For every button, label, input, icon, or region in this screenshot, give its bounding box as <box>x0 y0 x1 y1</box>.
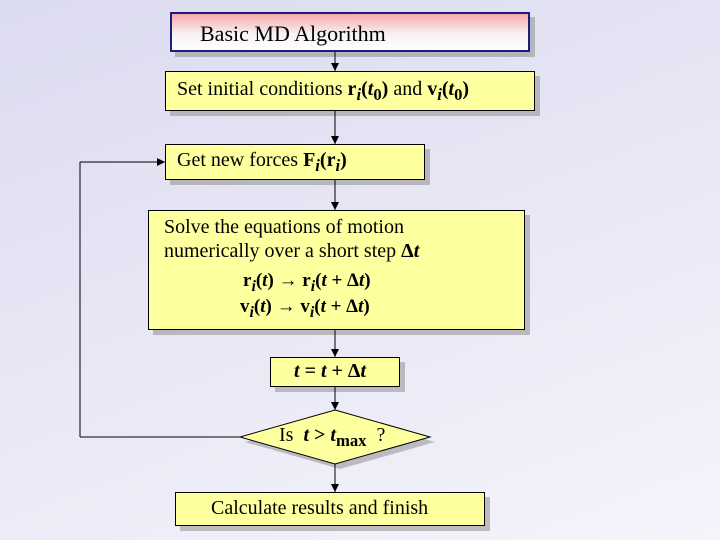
init-content: Set initial conditions ri(t0) and vi(t0) <box>177 78 469 105</box>
forces-content: Get new forces Fi(ri) <box>177 149 347 176</box>
forces-text: Get new forces <box>177 149 298 171</box>
title-text: Basic MD Algorithm <box>200 21 386 47</box>
init-formula-v: vi(t0) <box>427 78 469 100</box>
solve-eq-v: vi(t) → vi(t + Δt) <box>240 296 370 322</box>
decision-q: ? <box>377 424 386 446</box>
init-formula-r: ri(t0) <box>348 78 394 100</box>
solve-delta-t: Δt <box>401 240 419 262</box>
solve-line1: Solve the equations of motion <box>164 216 404 239</box>
decision-content: Is t > tmax ? <box>279 424 385 451</box>
decision-is: Is <box>279 424 293 446</box>
init-prefix: Set initial conditions <box>177 78 343 100</box>
update-formula: t = t + Δt <box>294 360 366 383</box>
solve-eq-r: ri(t) → ri(t + Δt) <box>243 270 371 296</box>
finish-text: Calculate results and finish <box>211 497 428 520</box>
solve-line2: numerically over a short step Δt <box>164 240 419 263</box>
forces-formula: Fi(ri) <box>303 149 347 171</box>
decision-formula: t > tmax <box>303 424 366 446</box>
init-and: and <box>393 78 422 100</box>
solve-line2-prefix: numerically over a short step <box>164 240 396 262</box>
